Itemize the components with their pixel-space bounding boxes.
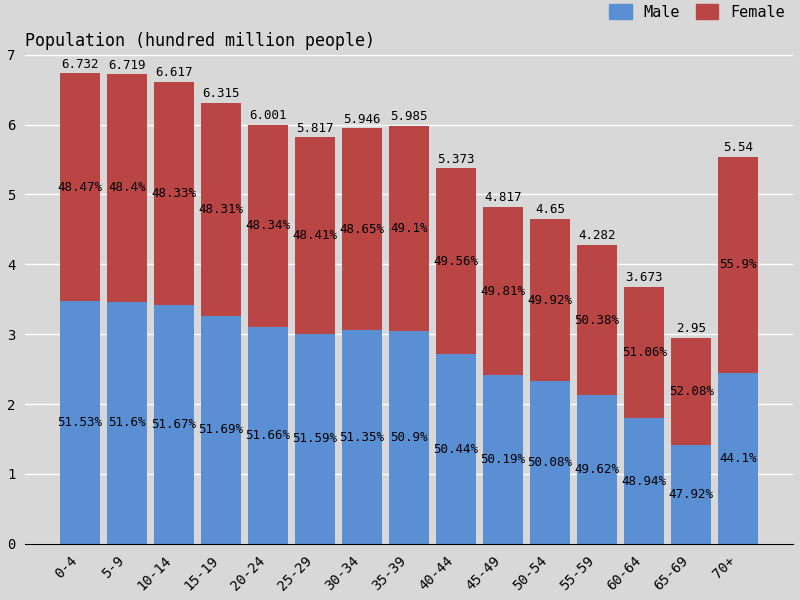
Text: 49.92%: 49.92% — [527, 293, 573, 307]
Text: 50.44%: 50.44% — [434, 443, 478, 455]
Bar — [436, 355, 476, 544]
Text: 2.95: 2.95 — [676, 322, 706, 335]
Bar — [389, 331, 429, 544]
Text: 48.47%: 48.47% — [58, 181, 102, 194]
Bar — [295, 334, 335, 544]
Bar — [577, 395, 617, 544]
Bar — [671, 445, 711, 544]
Text: 4.817: 4.817 — [484, 191, 522, 205]
Text: 47.92%: 47.92% — [669, 488, 714, 501]
Bar — [248, 125, 288, 327]
Text: 6.001: 6.001 — [250, 109, 286, 122]
Bar — [201, 103, 241, 316]
Legend: Male, Female: Male, Female — [609, 4, 786, 20]
Text: 49.1%: 49.1% — [390, 222, 428, 235]
Text: 48.31%: 48.31% — [198, 203, 243, 215]
Text: 51.06%: 51.06% — [622, 346, 666, 359]
Bar — [389, 125, 429, 331]
Text: 6.315: 6.315 — [202, 87, 240, 100]
Text: 4.65: 4.65 — [535, 203, 565, 216]
Bar — [483, 375, 523, 544]
Bar — [530, 381, 570, 544]
Text: 51.6%: 51.6% — [108, 416, 146, 429]
Text: 49.56%: 49.56% — [434, 255, 478, 268]
Text: 5.817: 5.817 — [296, 122, 334, 134]
Text: 48.33%: 48.33% — [151, 187, 197, 200]
Text: Population (hundred million people): Population (hundred million people) — [25, 32, 375, 50]
Bar — [624, 418, 664, 544]
Bar — [60, 73, 100, 301]
Bar — [671, 338, 711, 445]
Text: 5.54: 5.54 — [723, 141, 753, 154]
Bar — [154, 82, 194, 305]
Text: 50.9%: 50.9% — [390, 431, 428, 444]
Text: 6.617: 6.617 — [155, 66, 193, 79]
Bar — [154, 305, 194, 544]
Text: 51.69%: 51.69% — [198, 423, 243, 436]
Text: 50.38%: 50.38% — [574, 314, 620, 326]
Text: 6.719: 6.719 — [108, 59, 146, 71]
Text: 5.373: 5.373 — [438, 152, 475, 166]
Bar — [60, 301, 100, 544]
Text: 50.19%: 50.19% — [481, 453, 526, 466]
Bar — [577, 245, 617, 395]
Text: 5.985: 5.985 — [390, 110, 428, 123]
Text: 51.35%: 51.35% — [339, 431, 385, 443]
Text: 49.81%: 49.81% — [481, 284, 526, 298]
Text: 6.732: 6.732 — [61, 58, 98, 71]
Text: 4.282: 4.282 — [578, 229, 616, 242]
Bar — [718, 157, 758, 373]
Bar — [436, 169, 476, 355]
Bar — [530, 219, 570, 381]
Text: 48.41%: 48.41% — [293, 229, 338, 242]
Text: 49.62%: 49.62% — [574, 463, 620, 476]
Bar — [201, 316, 241, 544]
Text: 51.66%: 51.66% — [246, 429, 290, 442]
Text: 3.673: 3.673 — [626, 271, 663, 284]
Bar — [107, 74, 147, 302]
Text: 48.65%: 48.65% — [339, 223, 385, 236]
Text: 5.946: 5.946 — [343, 113, 381, 125]
Bar — [107, 302, 147, 544]
Text: 48.94%: 48.94% — [622, 475, 666, 488]
Bar — [295, 137, 335, 334]
Bar — [624, 287, 664, 418]
Bar — [718, 373, 758, 544]
Text: 55.9%: 55.9% — [719, 259, 757, 271]
Text: 52.08%: 52.08% — [669, 385, 714, 398]
Text: 51.67%: 51.67% — [151, 418, 197, 431]
Bar — [483, 207, 523, 375]
Bar — [342, 331, 382, 544]
Bar — [342, 128, 382, 331]
Text: 48.4%: 48.4% — [108, 181, 146, 194]
Text: 50.08%: 50.08% — [527, 456, 573, 469]
Text: 51.59%: 51.59% — [293, 433, 338, 445]
Text: 44.1%: 44.1% — [719, 452, 757, 465]
Text: 51.53%: 51.53% — [58, 416, 102, 429]
Text: 48.34%: 48.34% — [246, 220, 290, 232]
Bar — [248, 327, 288, 544]
